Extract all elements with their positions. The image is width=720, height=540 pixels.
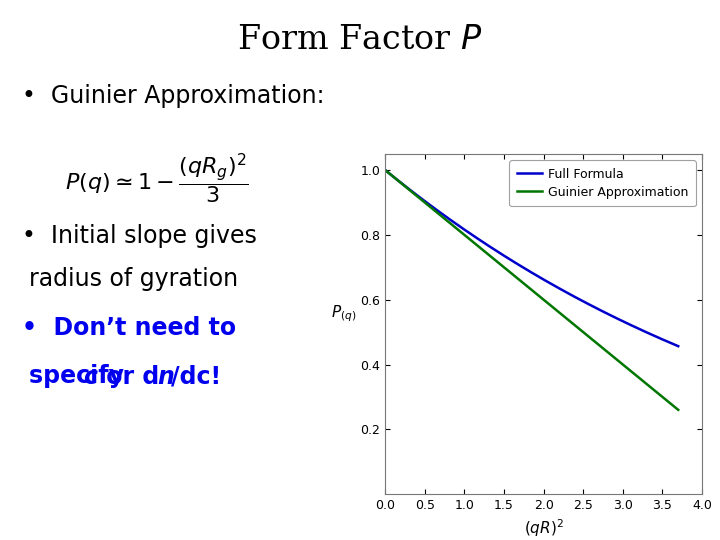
Line: Guinier Approximation: Guinier Approximation [385,170,678,410]
Guinier Approximation [674,407,683,413]
Text: $P(q) \simeq 1 - \dfrac{(qR_g)^2}{3}$: $P(q) \simeq 1 - \dfrac{(qR_g)^2}{3}$ [65,151,248,206]
Full Formula [555,285,564,292]
Full Formula [381,167,390,173]
Guinier Approximation [667,401,675,407]
Text: /dc!: /dc! [171,364,222,388]
Full Formula [674,343,683,349]
Full Formula [539,276,548,283]
Guinier Approximation [539,296,548,303]
Guinier Approximation [522,282,531,289]
Legend: Full Formula, Guinier Approximation: Full Formula, Guinier Approximation [509,160,696,206]
Text: •  Don’t need to: • Don’t need to [22,316,235,340]
Y-axis label: $P_{(q)}$: $P_{(q)}$ [331,303,356,324]
Text: n: n [157,364,174,388]
Text: radius of gyration: radius of gyration [29,267,238,291]
Text: •  Guinier Approximation:: • Guinier Approximation: [22,84,324,107]
Full Formula [522,266,531,273]
Full Formula [667,340,675,347]
Text: Form Factor $P$: Form Factor $P$ [238,24,482,56]
Full Formula [520,265,528,272]
Guinier Approximation [621,363,630,370]
Guinier Approximation [555,309,564,316]
Guinier Approximation [381,167,390,173]
Text: specify: specify [29,364,132,388]
Line: Full Formula: Full Formula [385,170,678,346]
Full Formula [621,319,630,326]
X-axis label: $(qR)^2$: $(qR)^2$ [523,517,564,539]
Text: or d: or d [98,364,159,388]
Guinier Approximation [520,281,528,287]
Text: c: c [84,364,97,388]
Text: •  Initial slope gives: • Initial slope gives [22,224,256,248]
